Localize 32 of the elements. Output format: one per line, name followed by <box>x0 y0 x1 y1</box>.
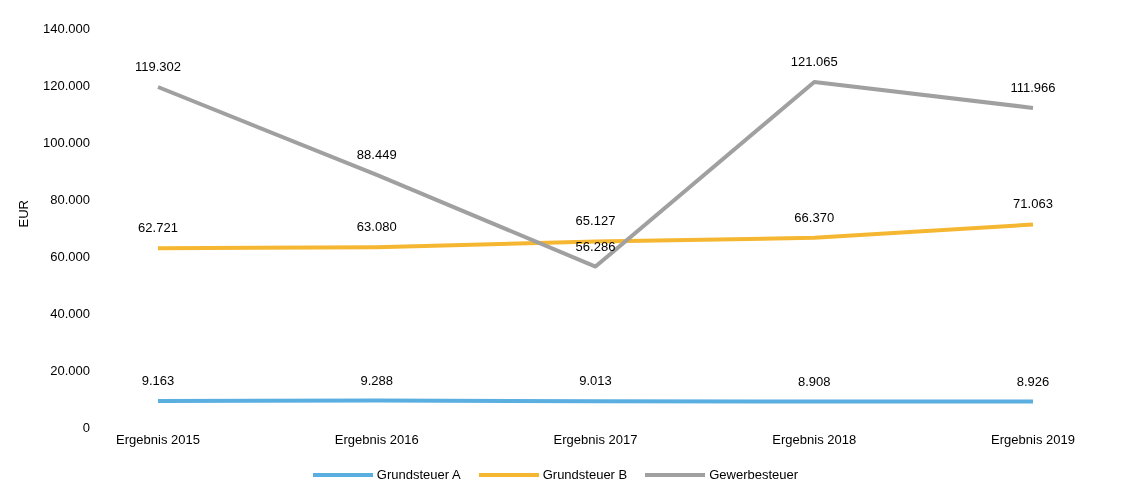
y-tick-label: 40.000 <box>50 305 90 321</box>
data-label: 8.926 <box>1016 373 1050 389</box>
data-label: 9.163 <box>141 372 175 388</box>
y-tick-label: 0 <box>82 419 90 435</box>
y-tick-label: 120.000 <box>43 77 90 93</box>
data-label: 8.908 <box>797 373 831 389</box>
data-label: 119.302 <box>134 58 182 74</box>
legend-label: Grundsteuer A <box>375 467 461 482</box>
data-label: 62.721 <box>138 220 178 236</box>
data-label: 121.065 <box>790 53 838 69</box>
data-label: 56.286 <box>575 238 616 254</box>
y-tick-label: 60.000 <box>50 248 90 264</box>
x-tick-label: Ergebnis 2017 <box>553 432 638 448</box>
data-label: 88.449 <box>356 146 397 162</box>
y-tick-label: 20.000 <box>50 362 90 378</box>
data-label: 9.013 <box>579 373 612 389</box>
data-label: 71.063 <box>1013 196 1053 212</box>
data-label: 111.966 <box>1010 79 1056 95</box>
x-tick-label: Ergebnis 2016 <box>334 432 419 448</box>
data-label: 63.080 <box>356 219 397 235</box>
y-axis-title: EUR <box>15 200 31 228</box>
data-label: 65.127 <box>575 213 616 229</box>
legend-label: Grundsteuer B <box>541 467 628 482</box>
x-tick-label: Ergebnis 2015 <box>116 432 200 448</box>
legend-label: Gewerbesteuer <box>708 467 799 482</box>
x-tick-label: Ergebnis 2018 <box>772 432 857 448</box>
x-tick-label: Ergebnis 2019 <box>991 432 1075 448</box>
y-tick-label: 80.000 <box>50 191 90 207</box>
data-label: 66.370 <box>794 209 835 225</box>
y-tick-label: 100.000 <box>43 134 90 150</box>
data-label: 9.288 <box>360 372 394 388</box>
y-tick-label: 140.000 <box>43 20 90 36</box>
